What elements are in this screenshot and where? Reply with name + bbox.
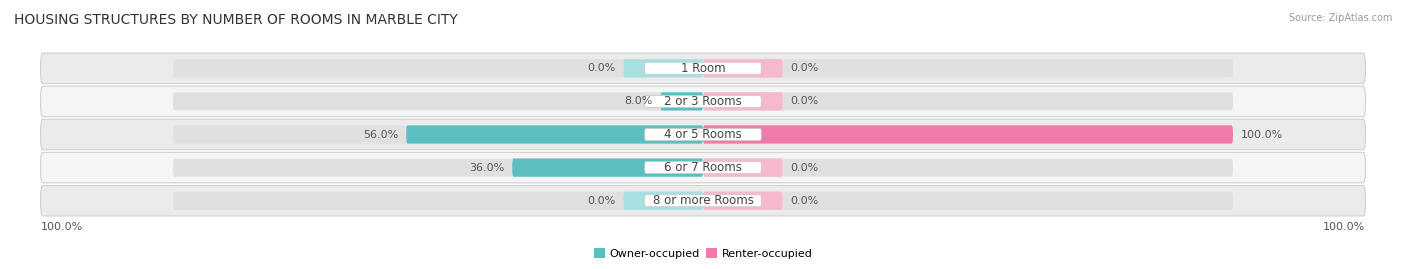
Text: 1 Room: 1 Room: [681, 62, 725, 75]
Text: 0.0%: 0.0%: [588, 63, 616, 73]
FancyBboxPatch shape: [623, 59, 703, 77]
Legend: Owner-occupied, Renter-occupied: Owner-occupied, Renter-occupied: [589, 244, 817, 263]
Text: 0.0%: 0.0%: [790, 196, 818, 206]
FancyBboxPatch shape: [41, 53, 1365, 83]
FancyBboxPatch shape: [41, 152, 1365, 183]
FancyBboxPatch shape: [41, 86, 1365, 117]
FancyBboxPatch shape: [406, 125, 703, 144]
Text: 0.0%: 0.0%: [790, 63, 818, 73]
Text: 0.0%: 0.0%: [790, 96, 818, 107]
Text: 36.0%: 36.0%: [470, 162, 505, 173]
FancyBboxPatch shape: [41, 186, 1365, 216]
FancyBboxPatch shape: [173, 125, 703, 144]
Text: HOUSING STRUCTURES BY NUMBER OF ROOMS IN MARBLE CITY: HOUSING STRUCTURES BY NUMBER OF ROOMS IN…: [14, 13, 458, 27]
FancyBboxPatch shape: [703, 192, 1233, 210]
FancyBboxPatch shape: [661, 92, 703, 111]
FancyBboxPatch shape: [703, 125, 1233, 144]
FancyBboxPatch shape: [41, 119, 1365, 150]
Text: 8.0%: 8.0%: [624, 96, 652, 107]
FancyBboxPatch shape: [703, 59, 783, 77]
Text: Source: ZipAtlas.com: Source: ZipAtlas.com: [1288, 13, 1392, 23]
FancyBboxPatch shape: [703, 158, 783, 177]
Text: 100.0%: 100.0%: [1241, 129, 1284, 140]
FancyBboxPatch shape: [703, 158, 1233, 177]
FancyBboxPatch shape: [645, 62, 761, 74]
FancyBboxPatch shape: [512, 158, 703, 177]
Text: 0.0%: 0.0%: [790, 162, 818, 173]
FancyBboxPatch shape: [623, 192, 703, 210]
Text: 6 or 7 Rooms: 6 or 7 Rooms: [664, 161, 742, 174]
FancyBboxPatch shape: [703, 192, 783, 210]
FancyBboxPatch shape: [703, 92, 1233, 111]
FancyBboxPatch shape: [173, 158, 703, 177]
FancyBboxPatch shape: [645, 95, 761, 107]
FancyBboxPatch shape: [173, 192, 703, 210]
Text: 4 or 5 Rooms: 4 or 5 Rooms: [664, 128, 742, 141]
FancyBboxPatch shape: [645, 129, 761, 140]
Text: 100.0%: 100.0%: [1323, 222, 1365, 232]
Text: 0.0%: 0.0%: [588, 196, 616, 206]
Text: 8 or more Rooms: 8 or more Rooms: [652, 194, 754, 207]
FancyBboxPatch shape: [703, 125, 1233, 144]
Text: 100.0%: 100.0%: [41, 222, 83, 232]
FancyBboxPatch shape: [645, 195, 761, 207]
FancyBboxPatch shape: [703, 59, 1233, 77]
Text: 56.0%: 56.0%: [363, 129, 398, 140]
FancyBboxPatch shape: [703, 92, 783, 111]
FancyBboxPatch shape: [173, 59, 703, 77]
Text: 2 or 3 Rooms: 2 or 3 Rooms: [664, 95, 742, 108]
FancyBboxPatch shape: [645, 162, 761, 174]
FancyBboxPatch shape: [173, 92, 703, 111]
